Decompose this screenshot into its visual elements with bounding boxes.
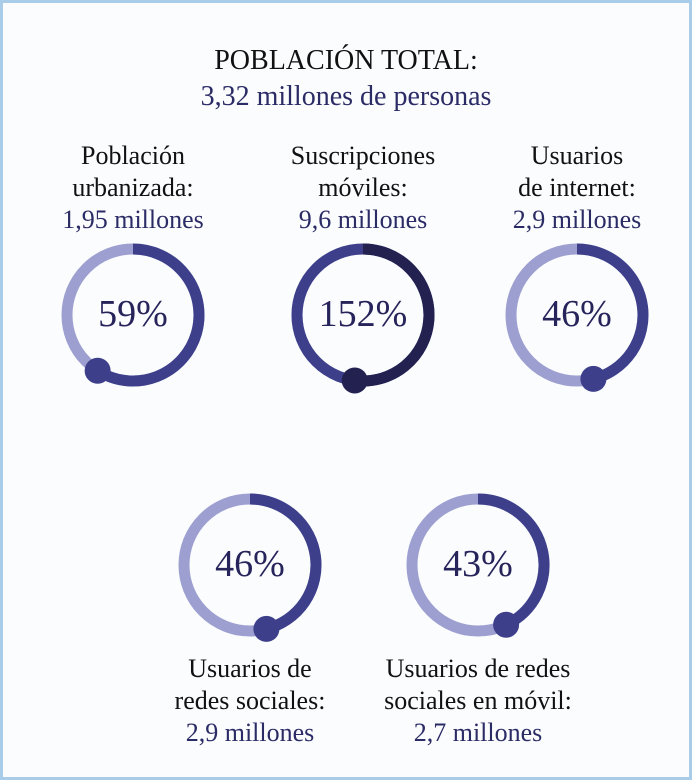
item-label: Suscripciones — [290, 141, 436, 170]
ring-arc — [354, 243, 435, 387]
item-amount: 2,9 millones — [512, 205, 642, 234]
percent-label: 46% — [215, 543, 285, 585]
ring-arc — [249, 493, 322, 635]
percent-label: 46% — [542, 293, 612, 335]
rings — [61, 243, 649, 642]
item-label: Población — [81, 141, 185, 170]
subtitle: 3,32 millones de personas — [200, 81, 492, 112]
percent-label: 43% — [443, 543, 513, 585]
ring-end-dot — [580, 365, 607, 392]
percent-label: 59% — [98, 293, 168, 335]
item-label: sociales en móvil: — [384, 686, 572, 715]
percent-label: 152% — [318, 293, 408, 335]
item-label: de internet: — [518, 173, 636, 202]
item-label: Usuarios — [530, 141, 624, 170]
item-amount: 2,7 millones — [413, 718, 543, 747]
ring-arc — [477, 493, 550, 630]
item-label: Usuarios de redes — [385, 654, 571, 683]
title: POBLACIÓN TOTAL: — [214, 45, 478, 76]
item-amount: 1,95 millones — [62, 205, 204, 234]
ring-end-dot — [84, 357, 111, 384]
item-label: urbanizada: — [72, 173, 194, 202]
ring-arc — [94, 243, 205, 387]
item-amount: 2,9 millones — [185, 718, 315, 747]
ring-end-dot — [253, 615, 280, 642]
item-amount: 9,6 millones — [298, 205, 428, 234]
item-label: redes sociales: — [174, 686, 326, 715]
ring-end-dot — [493, 611, 520, 638]
item-label: Usuarios de — [188, 654, 312, 683]
ring-end-dot — [341, 367, 368, 394]
ring-arc — [576, 243, 649, 385]
item-label: móviles: — [318, 173, 408, 202]
